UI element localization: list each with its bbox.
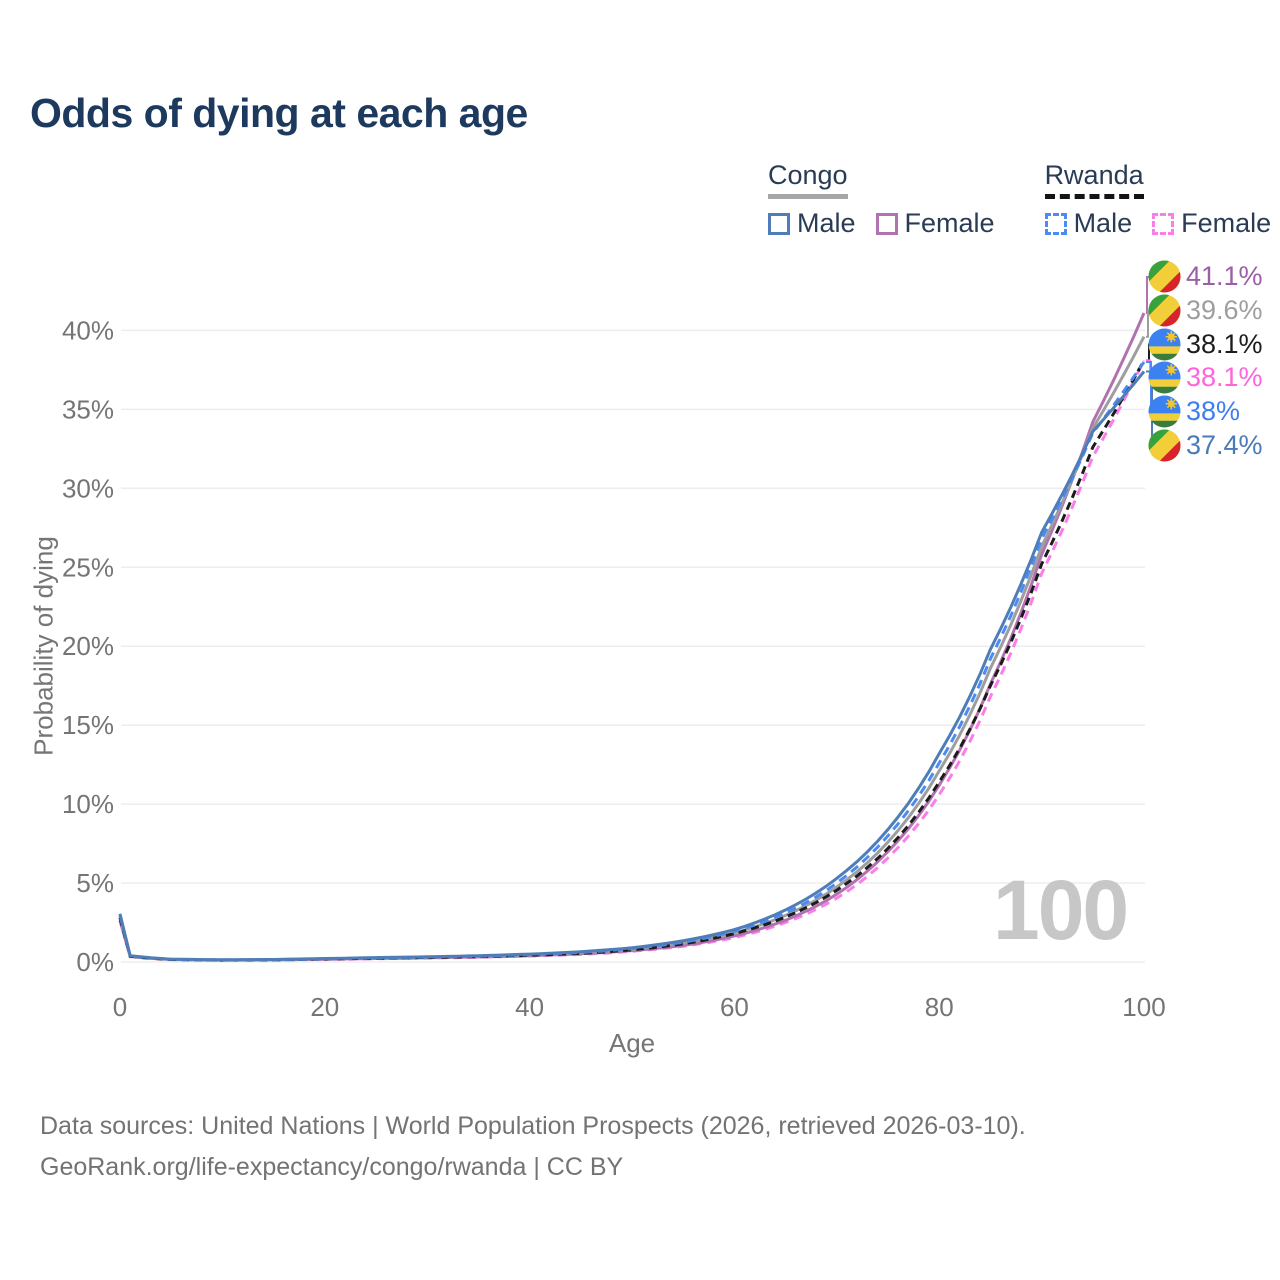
x-axis-tick-label: 60 bbox=[720, 992, 749, 1022]
page-title: Odds of dying at each age bbox=[30, 90, 528, 136]
y-axis-tick-label: 30% bbox=[62, 473, 114, 503]
rwanda-flag-icon bbox=[1148, 361, 1181, 394]
legend-group-congo: Congo Male Female bbox=[768, 160, 995, 239]
end-label-rwanda-total: 38.1% bbox=[1148, 328, 1263, 361]
legend-item-congo-male[interactable]: Male bbox=[768, 208, 856, 239]
congo-flag-icon bbox=[1148, 260, 1181, 293]
legend-item-label: Female bbox=[1181, 208, 1272, 238]
congo-female-swatch-icon bbox=[875, 212, 898, 235]
x-axis-title: Age bbox=[608, 1028, 656, 1058]
x-axis-tick-label: 20 bbox=[310, 992, 339, 1022]
y-axis-tick-label: 10% bbox=[62, 789, 114, 819]
legend-group-rwanda: Rwanda Male Female bbox=[1044, 160, 1271, 239]
end-label-value: 41.1% bbox=[1186, 261, 1263, 291]
rwanda-flag-icon bbox=[1148, 395, 1181, 428]
footer-attribution: GeoRank.org/life-expectancy/congo/rwanda… bbox=[40, 1153, 624, 1181]
rwanda-flag-icon bbox=[1148, 328, 1181, 361]
age-watermark: 100 bbox=[993, 863, 1129, 957]
legend-item-rwanda-male[interactable]: Male bbox=[1044, 208, 1133, 239]
end-label-rwanda-male: 38% bbox=[1148, 395, 1240, 428]
rwanda-flag-icon bbox=[1148, 395, 1181, 428]
series-lines bbox=[118, 312, 1146, 962]
rwanda-female-swatch-icon bbox=[1152, 212, 1175, 235]
end-label-congo-male: 37.4% bbox=[1148, 429, 1263, 462]
x-axis-tick-label: 80 bbox=[925, 992, 954, 1022]
congo-flag-icon bbox=[1148, 429, 1181, 462]
x-axis-tick-label: 100 bbox=[1122, 992, 1165, 1022]
rwanda-flag-icon bbox=[1148, 361, 1181, 394]
y-axis-title: Probability of dying bbox=[28, 536, 59, 756]
congo-male-swatch-icon bbox=[768, 212, 790, 235]
legend-item-rwanda-female[interactable]: Female bbox=[1152, 208, 1271, 239]
congo-flag-icon bbox=[1148, 294, 1181, 327]
series-line-rwanda_male[interactable] bbox=[118, 361, 1146, 962]
y-axis-tick-label: 20% bbox=[62, 631, 114, 661]
legend-item-label: Male bbox=[797, 208, 856, 238]
end-label-rwanda-female: 38.1% bbox=[1148, 361, 1263, 394]
footer: Data sources: United Nations | World Pop… bbox=[40, 1106, 1026, 1188]
end-label-congo-total: 39.6% bbox=[1148, 294, 1263, 327]
end-label-value: 39.6% bbox=[1186, 294, 1263, 325]
congo-flag-icon bbox=[1148, 294, 1181, 327]
legend-header-congo[interactable]: Congo bbox=[768, 160, 848, 199]
y-axis-tick-label: 15% bbox=[62, 710, 114, 740]
end-label-congo-female: 41.1% bbox=[1148, 260, 1263, 293]
legend-items-rwanda: Male Female bbox=[1044, 208, 1271, 239]
gridlines bbox=[121, 329, 1145, 963]
end-label-value: 38% bbox=[1186, 396, 1241, 427]
x-axis-tick-label: 40 bbox=[515, 992, 544, 1022]
end-label-value: 37.4% bbox=[1186, 430, 1263, 460]
legend-header-rwanda[interactable]: Rwanda bbox=[1044, 160, 1144, 199]
footer-sources: Data sources: United Nations | World Pop… bbox=[40, 1112, 1026, 1140]
y-axis-tick-label: 40% bbox=[62, 315, 114, 345]
rwanda-male-swatch-icon bbox=[1044, 212, 1067, 235]
legend-items-congo: Male Female bbox=[768, 208, 995, 239]
legend-item-congo-female[interactable]: Female bbox=[875, 208, 995, 239]
end-label-value: 38.1% bbox=[1186, 362, 1263, 393]
series-line-congo_male[interactable] bbox=[118, 370, 1146, 962]
y-axis-tick-label: 5% bbox=[76, 868, 114, 898]
congo-flag-icon bbox=[1148, 260, 1181, 293]
rwanda-flag-icon bbox=[1148, 328, 1181, 361]
legend: Congo Male Female Rwanda Male bbox=[768, 160, 1271, 239]
end-label-value: 38.1% bbox=[1186, 328, 1263, 359]
x-axis-tick-label: 0 bbox=[113, 992, 127, 1022]
legend-item-label: Male bbox=[1073, 208, 1133, 238]
y-axis-tick-label: 25% bbox=[62, 552, 114, 582]
congo-flag-icon bbox=[1148, 429, 1181, 462]
legend-item-label: Female bbox=[904, 208, 995, 238]
y-axis-tick-label: 0% bbox=[76, 947, 114, 977]
y-axis-tick-label: 35% bbox=[62, 394, 114, 424]
